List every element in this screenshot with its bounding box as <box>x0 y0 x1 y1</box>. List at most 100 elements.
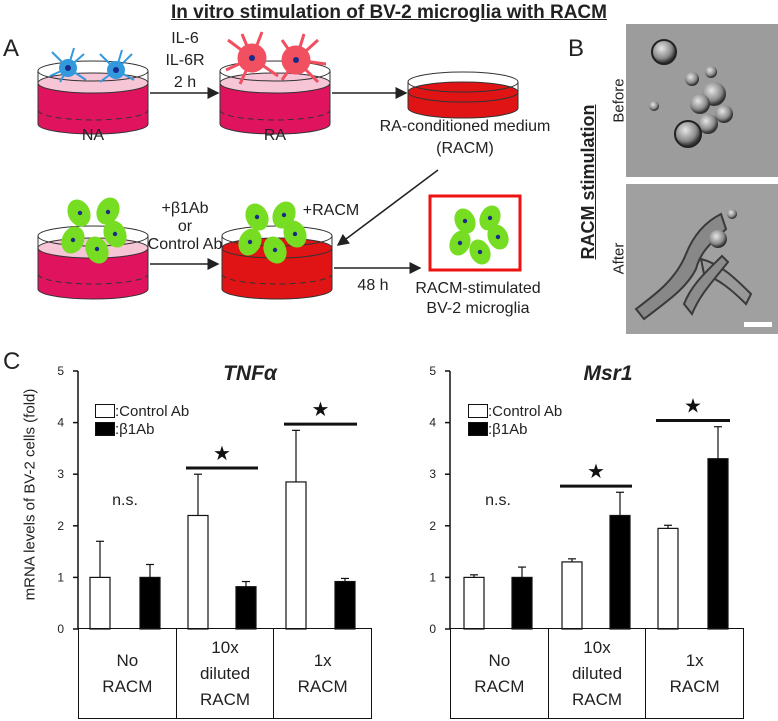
category-cell: No RACM <box>79 629 177 718</box>
bar-control <box>561 561 583 630</box>
bar-control <box>285 481 307 630</box>
legend-swatch-b1 <box>468 422 488 436</box>
significance-star: ★ <box>587 461 605 483</box>
y-tick-label: 4 <box>429 416 436 430</box>
panel-a-diagram <box>37 31 522 300</box>
microglia-cluster-2 <box>238 201 307 264</box>
chart-msr1: 0 1 2 3 4 5 n.s. ★ ★ <box>429 364 730 636</box>
astrocyte-blue-2 <box>99 49 135 83</box>
y-tick-label: 2 <box>429 519 436 533</box>
significance-star: ★ <box>312 399 330 421</box>
dish-ra <box>219 60 331 135</box>
y-tick-label: 4 <box>57 416 64 430</box>
significance-star: ★ <box>213 443 231 465</box>
ns-label: n.s. <box>485 492 511 509</box>
cat-1x: 1x <box>313 650 332 670</box>
cat-no: No <box>488 650 511 670</box>
time-48h: 48 h <box>357 277 389 294</box>
bar-b1 <box>235 586 257 630</box>
micrograph-after <box>626 184 778 334</box>
cat-diluted: diluted <box>571 663 623 683</box>
cat-racm: RACM <box>669 676 720 696</box>
legend-control-label: :Control Ab <box>115 402 190 420</box>
figure-title: In vitro stimulation of BV-2 microglia w… <box>171 2 607 23</box>
cat-1x: 1x <box>685 650 704 670</box>
dish-racm <box>407 71 519 119</box>
cat-diluted: diluted <box>199 663 251 683</box>
panel-c-label: C <box>3 348 21 375</box>
astrocyte-blue-1 <box>49 47 87 83</box>
bar-b1 <box>707 458 729 630</box>
antibody-conditions: +β1Ab or Control Ab <box>140 200 230 254</box>
y-tick-label: 3 <box>429 467 436 481</box>
legend-control-label: :Control Ab <box>488 402 563 420</box>
stim-il6: IL-6 <box>171 30 199 47</box>
bar-b1 <box>139 576 161 630</box>
side-title: RACM stimulation <box>578 104 598 260</box>
category-cell: 10x diluted RACM <box>177 629 275 718</box>
stim-il6r: IL-6R <box>165 52 205 69</box>
y-tick-label: 0 <box>429 622 436 636</box>
charts: 0 1 2 3 4 5 n.s. ★ ★ 0 1 2 3 4 5 n.s. ★ ★ <box>57 364 730 636</box>
label-after: After <box>610 242 628 275</box>
result-label: RACM-stimulated BV-2 microglia <box>398 279 558 319</box>
ns-label: n.s. <box>112 492 138 509</box>
ab-or: or <box>177 218 193 235</box>
y-tick-label: 3 <box>57 467 64 481</box>
category-cell: 1x RACM <box>646 629 743 718</box>
y-tick-label: 0 <box>57 622 64 636</box>
panel-b-label: B <box>568 35 585 62</box>
legend-swatch-control <box>468 404 488 418</box>
astrocyte-red-2 <box>280 33 327 84</box>
bar-control <box>657 527 679 630</box>
racm-line-2: (RACM) <box>436 140 494 157</box>
cat-racm: RACM <box>571 689 623 709</box>
legend-b1-label: :β1Ab <box>115 420 155 438</box>
legend-swatch-control <box>95 404 115 418</box>
y-tick-label: 1 <box>57 570 64 584</box>
cat-10x: 10x <box>583 637 611 657</box>
bar-b1 <box>334 580 356 630</box>
category-cell: 10x diluted RACM <box>549 629 647 718</box>
astrocyte-red-1 <box>225 31 279 85</box>
legend-swatch-b1 <box>95 422 115 436</box>
bar-control <box>187 514 209 630</box>
y-tick-label: 1 <box>429 570 436 584</box>
y-tick-label: 5 <box>429 364 436 378</box>
racm-add-label: +RACM <box>302 202 360 219</box>
cat-racm: RACM <box>474 676 525 696</box>
result-box <box>428 194 522 272</box>
cat-racm: RACM <box>199 689 251 709</box>
bar-control <box>463 576 485 630</box>
microglia-cluster-1 <box>61 197 127 264</box>
racm-line-1: RA-conditioned medium <box>379 118 551 135</box>
label-before: Before <box>610 78 628 123</box>
dish-na <box>37 60 149 135</box>
chart-title-msr1: Msr1 <box>583 362 633 385</box>
micrographs <box>626 24 778 334</box>
y-tick-label: 5 <box>57 364 64 378</box>
cat-racm: RACM <box>102 676 153 696</box>
y-tick-label: 2 <box>57 519 64 533</box>
label-na: NA <box>81 127 105 144</box>
result-line-2: BV-2 microglia <box>426 300 530 317</box>
label-racm: RA-conditioned medium (RACM) <box>355 116 575 160</box>
chart-title-tnfa: TNFα <box>223 362 277 385</box>
bar-b1 <box>511 576 533 630</box>
category-cell: 1x RACM <box>274 629 371 718</box>
stim-time: 2 h <box>173 74 197 91</box>
cat-no: No <box>116 650 139 670</box>
side-title-wrap: RACM stimulation <box>578 97 602 267</box>
label-ra: RA <box>263 127 287 144</box>
legend-tnfa: :Control Ab :β1Ab <box>95 402 189 438</box>
chart-tnfa: 0 1 2 3 4 5 n.s. ★ ★ <box>57 364 357 636</box>
legend-b1-label: :β1Ab <box>488 420 528 438</box>
ab-b1: +β1Ab <box>161 200 209 217</box>
category-cell: No RACM <box>451 629 549 718</box>
bar-control <box>89 576 111 630</box>
legend-msr1: :Control Ab :β1Ab <box>468 402 562 438</box>
stim-conditions: IL-6 IL-6R 2 h <box>160 28 210 94</box>
significance-star: ★ <box>684 396 702 418</box>
result-line-1: RACM-stimulated <box>415 280 541 297</box>
bar-b1 <box>609 514 631 630</box>
